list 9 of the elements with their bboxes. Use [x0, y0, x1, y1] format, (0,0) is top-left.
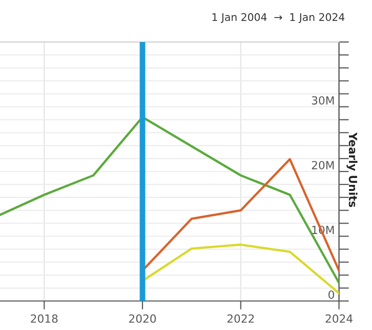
x-tick-label: 2024	[326, 314, 353, 323]
x-tick-label: 2018	[30, 314, 58, 323]
y2-tick-label: 0	[328, 290, 334, 299]
y2-axis-title: Yearly Units	[346, 132, 358, 208]
x-tick-label: 2022	[227, 314, 254, 323]
x-tick-label: 2020	[129, 314, 156, 323]
y2-tick-label: 30M	[312, 96, 334, 105]
y2-tick-label: 20M	[312, 160, 334, 170]
chart-subtitle: 1 Jan 2004 → 1 Jan 2024	[212, 13, 344, 23]
